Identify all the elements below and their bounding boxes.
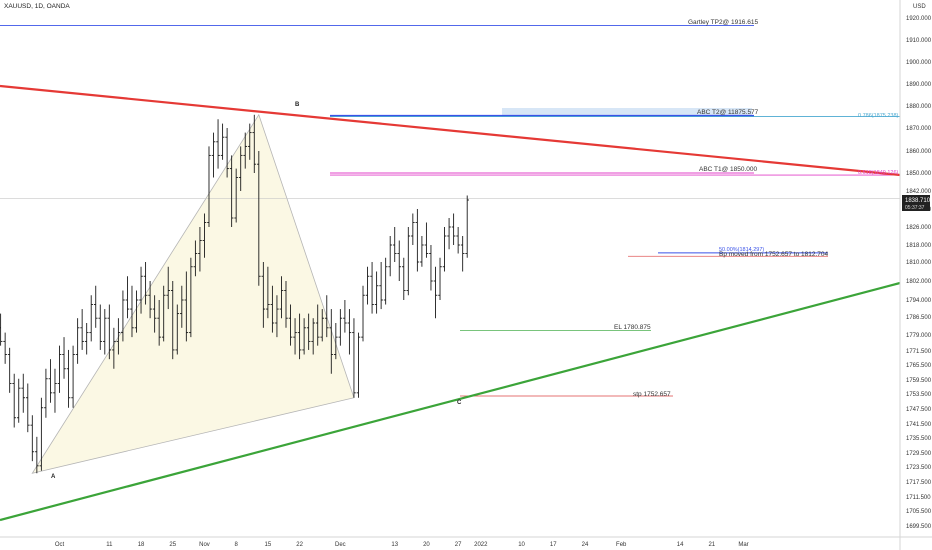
y-tick-label: 1850.000 <box>906 171 932 177</box>
x-tick-label: 21 <box>708 542 715 548</box>
y-tick-label: 1753.500 <box>906 392 932 398</box>
y-tick-label: 1723.500 <box>906 465 932 471</box>
x-tick-label: 11 <box>106 542 113 548</box>
y-tick-label: 1711.500 <box>906 495 931 501</box>
y-tick-label: 1810.000 <box>906 260 932 266</box>
x-tick-label: Oct <box>55 542 65 548</box>
x-tick-label: 14 <box>677 542 684 548</box>
support-trendline[interactable] <box>0 281 901 522</box>
x-tick-label: 27 <box>455 542 462 548</box>
y-tick-label: 1699.500 <box>906 524 932 530</box>
x-tick-label: 8 <box>234 542 238 548</box>
x-tick-label: Dec <box>335 542 346 548</box>
abc-t1-label: ABC T1@ 1850.000 <box>699 166 758 173</box>
x-tick-label: 10 <box>518 542 525 548</box>
y-tick-label: 1786.500 <box>906 315 932 321</box>
bp-moved-label: Bp moved from 1752.657 to 1812.704 <box>719 251 829 258</box>
y-tick-label: 1779.000 <box>906 333 932 339</box>
y-tick-label: 1910.000 <box>906 38 932 44</box>
x-tick-label: 25 <box>169 542 176 548</box>
last-price-badge <box>902 195 930 211</box>
el-label: EL 1780.875 <box>614 324 651 331</box>
last-price-countdown: 05:37:37 <box>905 205 925 211</box>
x-tick-label: 18 <box>138 542 145 548</box>
gartley-tp2-label: Gartley TP2@ 1916.615 <box>688 19 758 26</box>
x-tick-label: 20 <box>423 542 430 548</box>
x-tick-label: 24 <box>582 542 589 548</box>
y-tick-label: 1717.500 <box>906 480 932 486</box>
y-tick-label: 1794.000 <box>906 298 932 304</box>
y-tick-label: 1860.000 <box>906 149 932 155</box>
x-tick-label: 22 <box>296 542 303 548</box>
y-tick-label: 1920.000 <box>906 16 932 22</box>
point-c-label: C <box>457 400 462 406</box>
x-tick-label: 2022 <box>474 542 488 548</box>
y-tick-label: 1747.500 <box>906 407 932 413</box>
y-tick-label: 1705.500 <box>906 509 932 515</box>
y-tick-label: 1900.000 <box>906 60 932 66</box>
point-a-label: A <box>51 474 56 480</box>
y-tick-label: 1802.000 <box>906 279 932 285</box>
y-tick-label: 1842.000 <box>906 189 932 195</box>
x-tick-label: 15 <box>265 542 272 548</box>
y-tick-label: 1771.500 <box>906 349 932 355</box>
stp-label: stp 1752.657 <box>633 391 671 398</box>
abc-t2-zone <box>502 108 752 116</box>
x-tick-label: 13 <box>391 542 398 548</box>
x-tick-label: Feb <box>616 542 627 548</box>
y-tick-label: 1880.000 <box>906 104 932 110</box>
x-tick-label: Nov <box>199 542 210 548</box>
y-tick-label: 1818.000 <box>906 243 932 249</box>
y-tick-label: 1826.000 <box>906 225 932 231</box>
y-tick-label: 1870.000 <box>906 126 932 132</box>
point-b-label: B <box>295 102 300 108</box>
x-tick-label: 17 <box>550 542 557 548</box>
fib-0618-label: 0.618(1849.126) <box>858 170 899 176</box>
y-tick-label: 1759.500 <box>906 378 932 384</box>
fib-050-label: 50.00%(1814.297) <box>719 247 764 253</box>
currency-label: USD <box>913 4 926 10</box>
resistance-trendline[interactable] <box>0 84 901 177</box>
symbol-title: XAUUSD, 1D, OANDA <box>4 3 70 10</box>
y-tick-label: 1765.500 <box>906 363 932 369</box>
abc-t2-label: ABC T2@ 11875.577 <box>697 109 759 116</box>
y-tick-label: 1735.500 <box>906 436 932 442</box>
y-tick-label: 1741.500 <box>906 422 932 428</box>
y-tick-label: 1890.000 <box>906 82 932 88</box>
last-price-value: 1838.710 <box>905 198 931 204</box>
y-tick-label: 1729.500 <box>906 451 932 457</box>
fib-0786-label: 0.786(1875.238) <box>858 113 899 119</box>
x-tick-label: Mar <box>738 542 748 548</box>
harmonic-pattern-shape[interactable] <box>31 113 355 474</box>
